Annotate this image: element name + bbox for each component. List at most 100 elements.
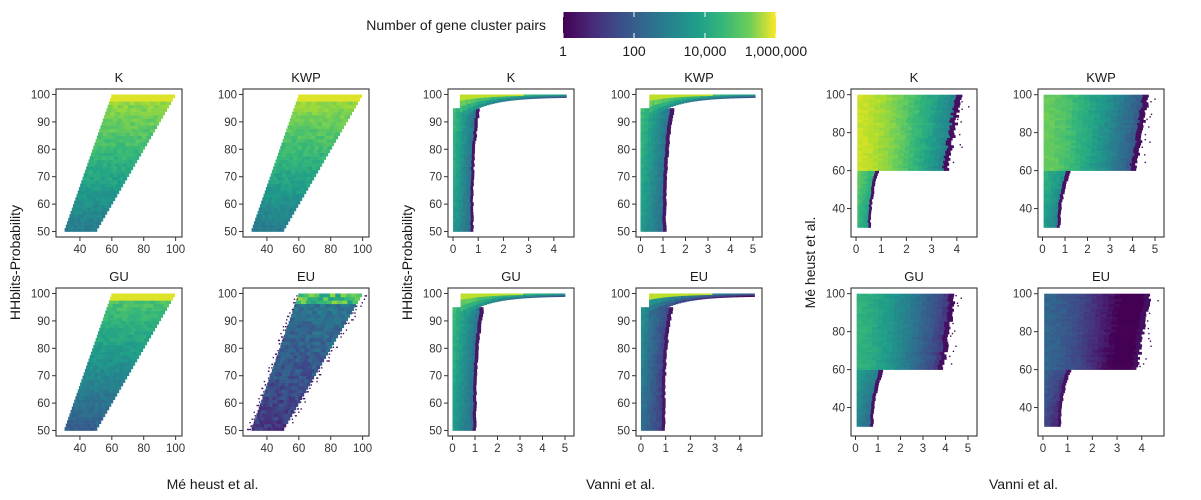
heatmap-cell — [277, 350, 279, 352]
heatmap-cell — [867, 147, 874, 151]
heatmap-cell — [103, 128, 109, 133]
heatmap-cell — [917, 160, 924, 164]
heatmap-cell — [118, 314, 124, 318]
heatmap-cell — [109, 125, 115, 130]
heatmap-cell — [306, 368, 311, 373]
heatmap-cell — [468, 352, 473, 357]
heatmap-cell — [654, 153, 659, 158]
heatmap-cell — [935, 107, 942, 111]
heatmap-cell — [884, 145, 890, 149]
y-tick-label: 80 — [224, 343, 237, 355]
heatmap-cell — [1043, 188, 1048, 192]
heatmap-cell — [866, 199, 870, 202]
heatmap-cell — [464, 391, 468, 396]
heatmap-cell — [458, 192, 461, 197]
heatmap-cell — [541, 296, 545, 298]
heatmap-cell — [640, 182, 645, 187]
heatmap-cell — [252, 423, 256, 428]
heatmap-cell — [268, 389, 272, 394]
heatmap-cell — [455, 339, 460, 344]
heatmap-cell — [324, 324, 331, 329]
heatmap-cell — [114, 125, 120, 130]
heatmap-cell — [467, 134, 472, 138]
heatmap-cell — [494, 295, 498, 298]
heatmap-cell — [471, 297, 474, 303]
heatmap-cell — [97, 156, 103, 160]
heatmap-cell — [640, 199, 645, 203]
heatmap-cell — [96, 207, 100, 212]
heatmap-cell — [646, 182, 651, 187]
heatmap-cell — [453, 130, 457, 135]
heatmap-cell — [894, 147, 900, 151]
heatmap-cell — [473, 362, 478, 366]
heatmap-cell — [653, 163, 658, 167]
heatmap-cell — [298, 293, 304, 298]
heatmap-cell — [1052, 173, 1057, 177]
heatmap-cell — [647, 342, 652, 347]
heatmap-cell — [249, 421, 251, 424]
heatmap-cell — [491, 295, 495, 299]
heatmap-cell — [640, 169, 645, 174]
heatmap-cell — [670, 100, 674, 104]
heatmap-cell — [134, 111, 141, 116]
heatmap-cell — [678, 298, 682, 302]
heatmap-cell — [96, 224, 100, 229]
heatmap-cell — [659, 404, 663, 409]
heatmap-cell — [93, 145, 98, 150]
heatmap-cell — [917, 127, 923, 131]
heatmap-cell — [319, 94, 326, 99]
heatmap-cell — [261, 406, 266, 411]
heatmap-cell — [326, 310, 333, 315]
heatmap-cell — [458, 225, 462, 229]
heatmap-cell — [643, 186, 648, 190]
heatmap-cell — [290, 409, 295, 414]
heatmap-cell — [647, 336, 652, 340]
heatmap-cell — [1059, 178, 1065, 182]
heatmap-cell — [1049, 211, 1053, 215]
heatmap-cell — [91, 204, 96, 208]
heatmap-cell — [647, 398, 651, 402]
heatmap-cell — [1058, 206, 1062, 210]
heatmap-cell — [473, 134, 478, 138]
heatmap-cell — [256, 413, 260, 418]
heatmap-cell — [647, 176, 651, 180]
heatmap-cell — [280, 214, 284, 219]
heatmap-cell — [463, 304, 467, 310]
heatmap-cell — [470, 94, 474, 99]
heatmap-cell — [136, 128, 142, 133]
heatmap-cell — [898, 152, 905, 156]
heatmap-cell — [539, 97, 543, 99]
heatmap-cell — [953, 104, 960, 108]
heatmap-cell — [103, 200, 107, 205]
heatmap-cell — [908, 114, 914, 118]
heatmap-cell — [104, 368, 109, 373]
heatmap-cell — [117, 166, 122, 171]
heatmap-cell — [562, 295, 566, 297]
heatmap-cell — [122, 355, 127, 359]
heatmap-cell — [889, 130, 896, 133]
heatmap-cell — [857, 125, 864, 128]
heatmap-cell — [95, 180, 100, 184]
heatmap-cell — [262, 197, 267, 201]
heatmap-cell — [458, 420, 462, 425]
heatmap-cell — [499, 98, 503, 101]
heatmap-cell — [321, 355, 327, 359]
heatmap-cell — [640, 355, 645, 360]
heatmap-cell — [646, 407, 651, 412]
heatmap-cell — [153, 104, 159, 109]
heatmap-cell — [467, 372, 472, 376]
heatmap-cell — [931, 99, 938, 103]
heatmap-cell — [104, 396, 109, 400]
heatmap-cell — [660, 346, 665, 350]
heatmap-cell — [78, 197, 83, 201]
heatmap-cell — [891, 102, 898, 106]
heatmap-cell — [473, 381, 477, 386]
heatmap-cell — [1051, 175, 1057, 179]
heatmap-cell — [351, 293, 357, 298]
heatmap-cell — [297, 97, 303, 102]
heatmap-cell — [857, 188, 861, 192]
heatmap-cell — [467, 205, 471, 210]
heatmap-cell — [290, 341, 295, 346]
y-tick-label: 70 — [429, 371, 442, 383]
heatmap-cell — [460, 299, 464, 306]
